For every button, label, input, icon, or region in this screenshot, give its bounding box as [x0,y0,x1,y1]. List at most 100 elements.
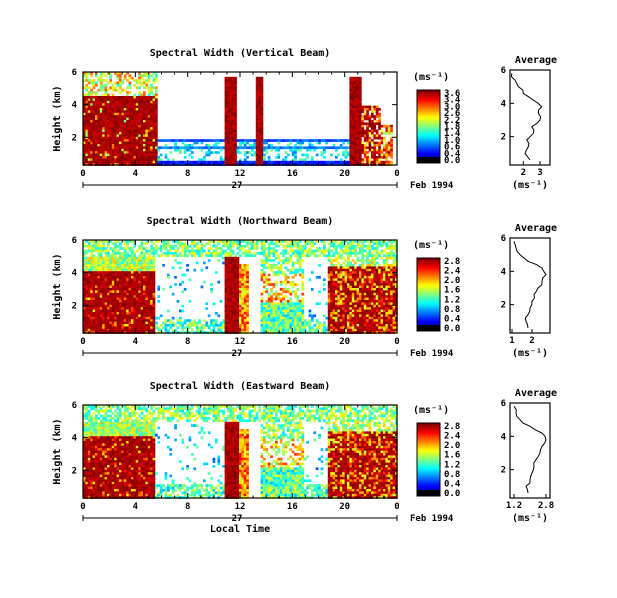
heatmap-cell [111,132,115,135]
heatmap-cell [311,328,314,332]
heatmap-cell [97,134,101,138]
heatmap-cell [131,280,134,284]
heatmap-cell [85,278,89,282]
heatmap-cell [131,297,134,301]
heatmap-cell [150,115,153,118]
heatmap-cell [83,254,86,258]
heatmap-cell [366,110,369,114]
heatmap-cell [253,252,257,255]
colorbar-swatch [417,102,440,105]
heatmap-cell [121,136,125,140]
heatmap-cell [327,249,331,253]
heatmap-cell [282,312,285,315]
heatmap-cell [349,146,353,150]
heatmap-cell [207,324,211,327]
heatmap-cell [128,103,132,106]
heatmap-cell [109,240,113,243]
heatmap-cell [99,295,103,298]
heatmap-cell [99,259,103,262]
heatmap-cell [97,326,101,330]
heatmap-cell [337,256,341,260]
heatmap-cell [241,316,245,320]
heatmap-cell [114,136,117,140]
heatmap-cell [181,290,185,294]
heatmap-cell [116,100,120,104]
heatmap-cell [239,144,242,147]
heatmap-cell [296,288,300,291]
heatmap-cell [287,300,290,303]
heatmap-cell [83,266,86,270]
heatmap-cell [143,108,146,111]
colorbar-tick-label: 0.0 [444,156,460,166]
heatmap-cell [119,266,122,270]
heatmap-cell [277,319,281,322]
heatmap-cell [330,302,333,306]
heatmap-cell [128,139,132,142]
heatmap-cell [335,312,338,315]
heatmap-cell [236,290,240,294]
heatmap-cell [143,304,146,308]
heatmap-cell [289,302,293,306]
heatmap-cell [229,100,233,104]
heatmap-cell [126,151,129,154]
heatmap-cell [188,278,192,282]
heatmap-cell [92,117,96,121]
heatmap-cell [150,127,153,130]
heatmap-cell [126,314,129,318]
heatmap-cell [123,280,127,284]
heatmap-cell [95,112,98,116]
heatmap-cell [359,127,362,130]
heatmap-cell [152,314,156,318]
heatmap-cell [193,244,197,248]
heatmap-cell [109,302,113,306]
heatmap-cell [157,240,161,243]
heatmap-cell [157,139,161,142]
heatmap-cell [282,328,285,332]
heatmap-cell [109,300,113,303]
heatmap-cell [267,139,271,142]
heatmap-cell [145,81,149,85]
heatmap-cell [109,146,113,150]
heatmap-cell [95,292,98,296]
heatmap-cell [114,127,117,130]
heatmap-cell [296,326,300,330]
heatmap-cell [95,120,98,123]
heatmap-cell [85,141,89,145]
heatmap-cell [188,146,192,150]
heatmap-cell [284,249,288,253]
heatmap-cell [255,134,259,138]
heatmap-cell [109,108,113,111]
heatmap-cell [359,120,362,123]
heatmap-cell [155,124,158,128]
colorbar-tick-label: 1.0 [444,136,460,146]
colorbar: 3.63.43.02.62.21.81.41.00.60.40.0 [416,89,461,166]
heatmap-cell [291,283,295,286]
heatmap-cell [123,297,127,301]
heatmap-cell [85,292,89,296]
heatmap-cell [92,132,96,135]
heatmap-cell [282,240,285,243]
heatmap-cell [373,122,377,126]
heatmap-cell [222,240,225,243]
heatmap-cell [325,328,329,332]
heatmap-cell [135,316,139,320]
heatmap-cell [135,86,139,90]
heatmap-cell [116,117,120,121]
heatmap-cell [143,124,146,128]
heatmap-cell [265,276,269,279]
heatmap-cell [347,141,350,145]
heatmap-cell [119,264,122,267]
heatmap-cell [272,242,276,246]
heatmap-cell [119,302,122,306]
heatmap-cell [95,124,98,128]
heatmap-cell [385,124,389,128]
heatmap-cell [119,321,122,325]
heatmap-cell [147,127,151,130]
heatmap-cell [210,240,213,243]
heatmap-cell [109,115,113,118]
heatmap-cell [267,300,271,303]
heatmap-cell [270,268,273,272]
heatmap-cell [155,158,158,162]
heatmap-cell [119,81,122,85]
heatmap-cell [294,321,297,325]
